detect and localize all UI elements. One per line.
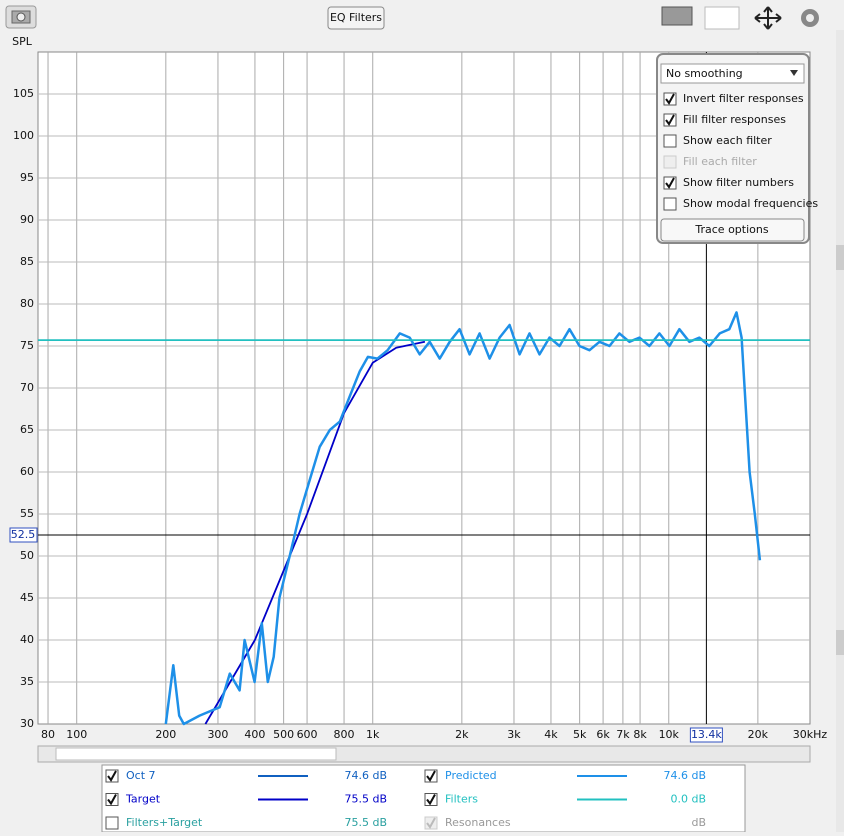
x-tick-label: 5k [573,728,587,741]
option-checkbox-check [665,93,675,105]
legend-checkbox-check [426,794,436,806]
options-panel [656,53,810,244]
y-tick-label: 55 [20,507,34,520]
option-checkbox[interactable] [663,197,677,211]
legend-checkbox-check [107,794,117,806]
y-tick-label: 90 [20,213,34,226]
y-tick-label: 105 [13,87,34,100]
y-tick-label: 70 [20,381,34,394]
y-tick-label: 80 [20,297,34,310]
ticks: 80 100 200 300 400 500 600 800 1k 2k 3k 4k 5k 6k 7k 8k 1… [9,87,828,743]
y-tick-label: 95 [20,171,34,184]
legend-name: Filters [445,793,478,806]
y-tick-label: 100 [13,129,34,142]
eq-filters-button[interactable] [327,6,385,30]
camera-button[interactable] [5,5,37,29]
legend-checkbox[interactable] [105,816,119,830]
x-tick-label: 10k [659,728,680,741]
cursor-x-label: 13.4k [691,728,722,741]
x-tick-label: 300 [207,728,228,741]
cursor-y-box [9,527,38,543]
x-tick-label: 500 [273,728,294,741]
legend-name: Target [125,793,161,806]
x-tick-label: 20k [748,728,769,741]
x-tick-label: 1k [366,728,380,741]
legend-readout: 74.6 dB [344,769,387,782]
trace-options-label: Trace options [694,223,768,236]
series-line [164,311,762,726]
y-tick-label: 45 [20,591,34,604]
y-tick-label: 65 [20,423,34,436]
x-tick-label: 7k [616,728,630,741]
option-label: Show modal frequencies [683,197,818,210]
option-label: Invert filter responses [683,92,804,105]
legend-readout: 0.0 dB [670,793,706,806]
option-checkbox-check [665,177,675,189]
y-tick-label: 75 [20,339,34,352]
legend-name: Filters+Target [126,816,203,829]
y-tick-label: 40 [20,633,34,646]
x-tick-label: 30kHz [793,728,828,741]
eq-filters-label: EQ Filters [330,11,382,24]
y-tick-label: 30 [20,717,34,730]
v-scroll-thumb[interactable] [836,245,844,270]
legend-readout: dB [691,816,706,829]
option-label: Show each filter [683,134,772,147]
x-tick-label: 400 [244,728,265,741]
trace-options-button[interactable] [660,218,805,242]
x-tick-label: 6k [596,728,610,741]
y-tick-label: 60 [20,465,34,478]
x-tick-label: 4k [544,728,558,741]
legend-checkbox-check [426,817,436,829]
option-label: Fill each filter [683,155,757,168]
x-tick-label: 2k [455,728,469,741]
dropdown-arrow [790,70,798,76]
option-checkbox-check [665,114,675,126]
curves [38,311,810,726]
y-axis-label: SPL [12,35,33,48]
legend: Oct 7 74.6 dB Target 75.5 dB Filters+Target 7… [105,769,706,830]
x-tick-label: 3k [507,728,521,741]
option-label: Fill filter responses [683,113,786,126]
x-tick-label: 200 [155,728,176,741]
cursor-y-label: 52.5 [11,528,36,541]
x-tick-label: 800 [334,728,355,741]
y-tick-label: 50 [20,549,34,562]
cursor-x-box [689,727,723,743]
legend-name: Resonances [445,816,511,829]
option-list: Invert filter responses Fill filter respo… [663,92,818,211]
legend-name: Predicted [445,769,497,782]
x-tick-label: 80 [41,728,55,741]
legend-readout: 75.5 dB [344,793,387,806]
option-checkbox[interactable] [663,155,677,169]
legend-checkbox-check [107,770,117,782]
x-tick-label: 100 [66,728,87,741]
legend-name: Oct 7 [126,769,156,782]
legend-readout: 74.6 dB [663,769,706,782]
view-icons[interactable] [661,6,819,30]
y-tick-label: 35 [20,675,34,688]
y-tick-label: 85 [20,255,34,268]
v-scroll-thumb[interactable] [836,630,844,655]
v-scrollbar[interactable] [836,30,844,832]
h-scroll-thumb[interactable] [55,747,337,761]
legend-readout: 75.5 dB [344,816,387,829]
option-checkbox[interactable] [663,134,677,148]
option-label: Show filter numbers [683,176,794,189]
x-tick-label: 8k [633,728,647,741]
smoothing-dropdown[interactable] [660,63,805,84]
legend-panel [101,764,746,833]
smoothing-value: No smoothing [666,67,743,80]
x-tick-label: 600 [297,728,318,741]
legend-checkbox-check [426,770,436,782]
